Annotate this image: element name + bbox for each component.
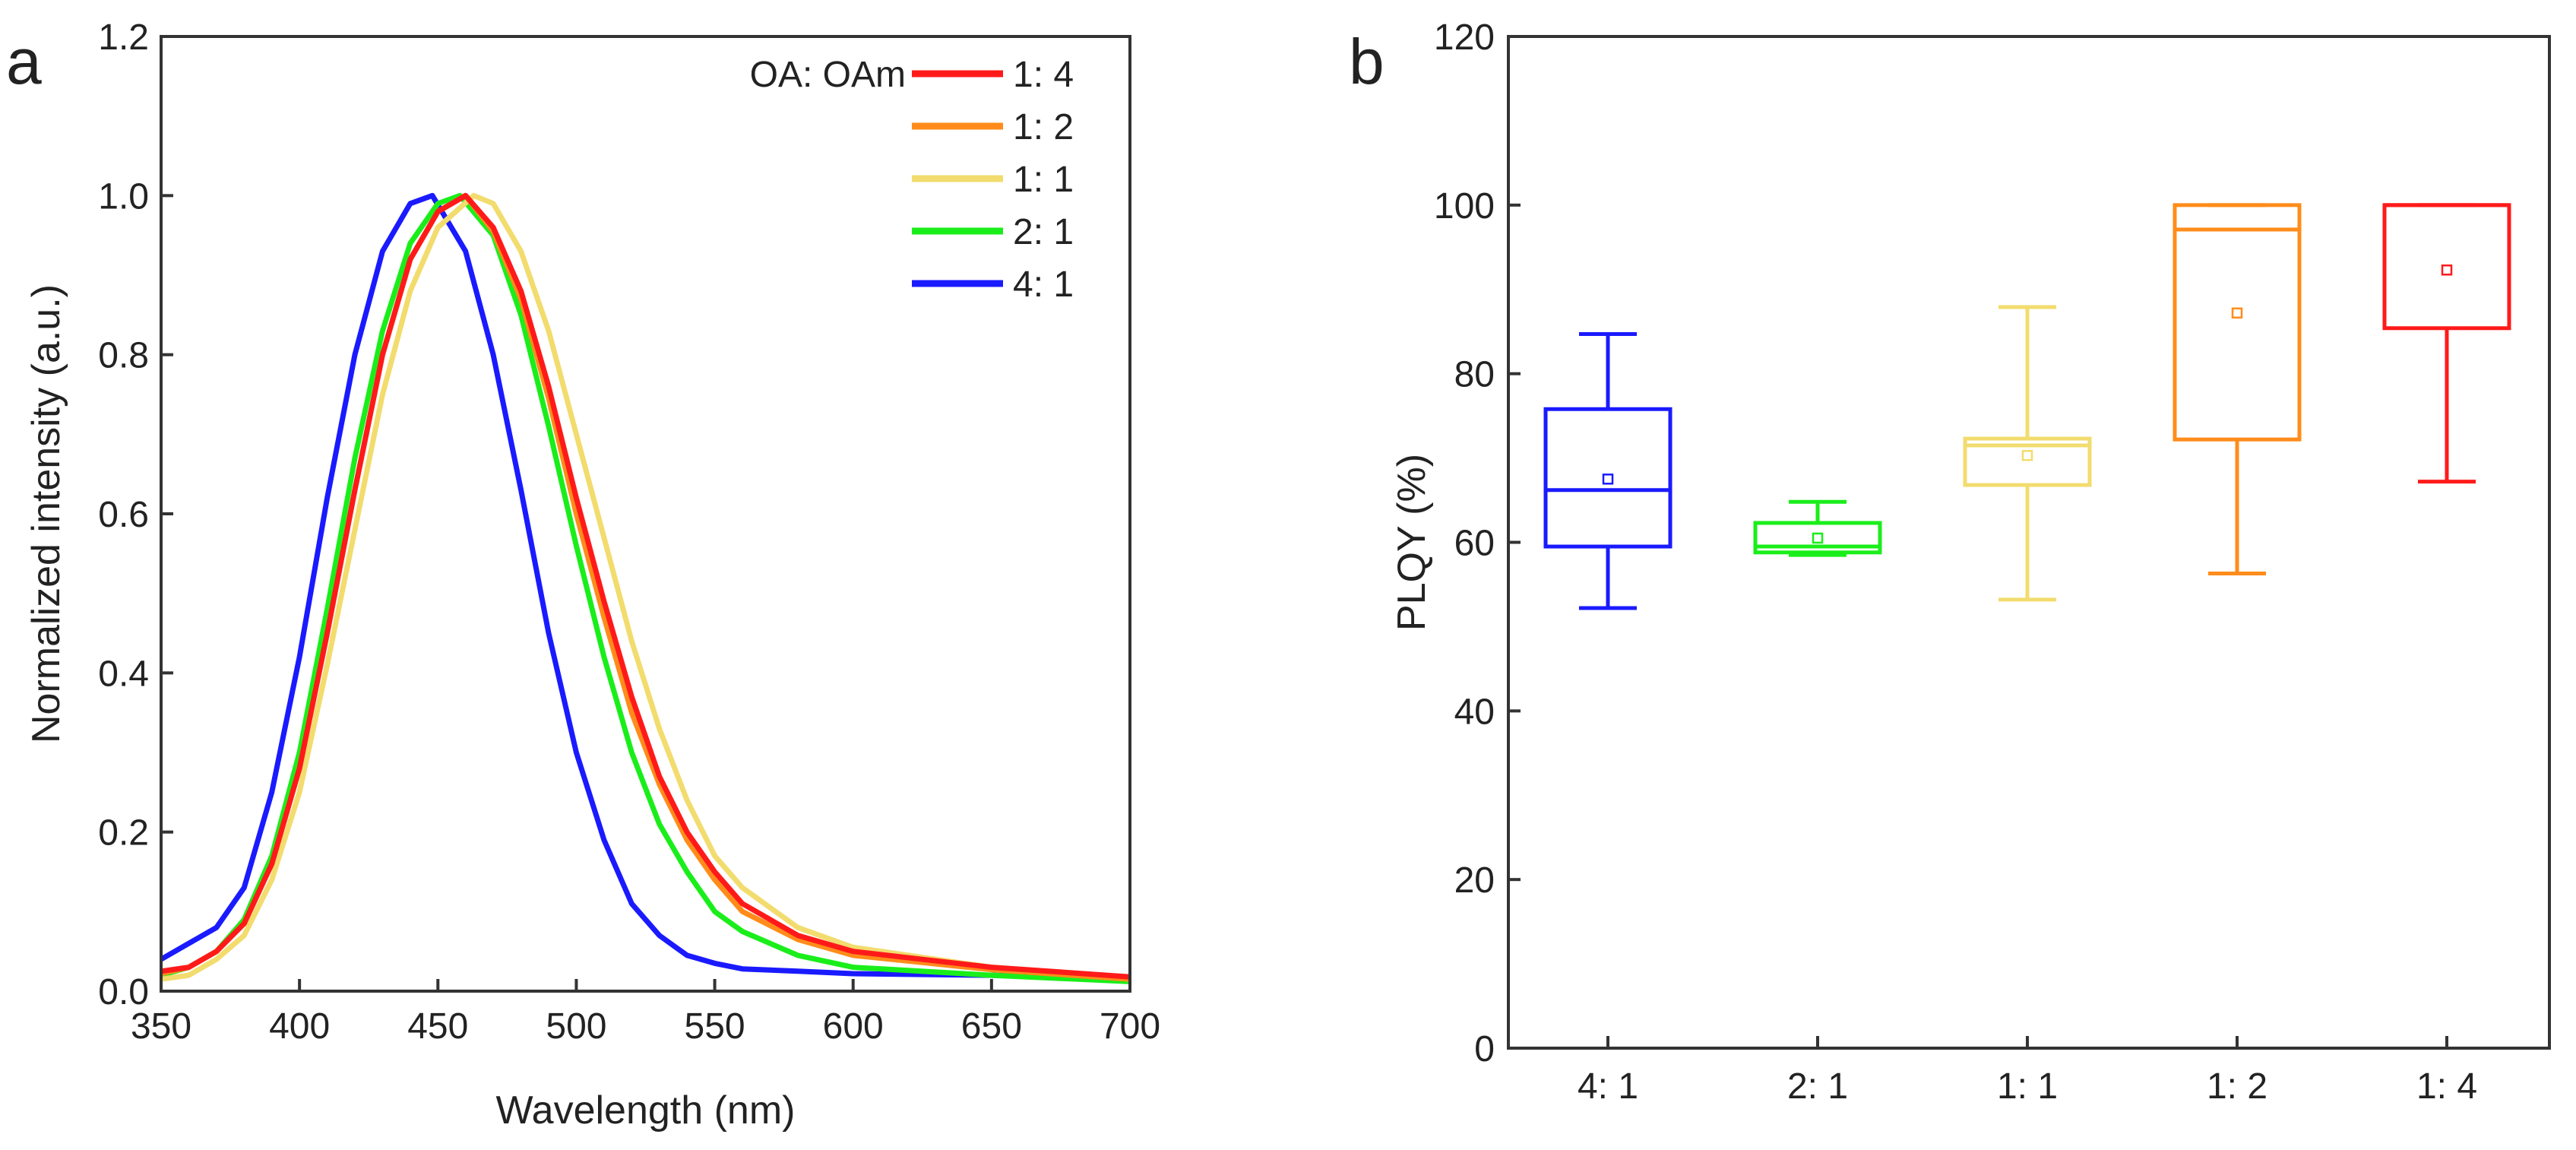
x-tick-label: 1: 4 [2416, 1066, 2477, 1107]
legend-label: 4: 1 [1013, 265, 1074, 305]
box-4 [2382, 203, 2511, 484]
x-tick-label: 400 [269, 1006, 330, 1047]
mean-marker [2231, 307, 2243, 319]
y-tick-label: 100 [1434, 186, 1495, 227]
y-axis-title: PLQY (%) [1390, 454, 1434, 631]
mean-marker [2021, 450, 2033, 461]
y-tick-label: 0.4 [98, 654, 149, 694]
x-tick-label: 350 [131, 1006, 191, 1047]
legend-label: 1: 2 [1013, 107, 1074, 147]
series-line-0 [160, 192, 1131, 980]
series-line-4 [160, 192, 1131, 982]
y-tick-label: 0.8 [98, 336, 149, 376]
x-tick-label: 500 [546, 1006, 606, 1047]
x-tick-label: 1: 2 [2207, 1066, 2267, 1107]
legend-title: OA: OAm [750, 55, 906, 95]
y-tick-label: 0.6 [98, 495, 149, 535]
box-2 [1963, 305, 2092, 602]
x-tick-label: 450 [407, 1006, 468, 1047]
x-tick-label: 1: 1 [1997, 1066, 2058, 1107]
y-tick-label: 1.0 [98, 176, 149, 217]
mean-marker [2441, 264, 2453, 276]
y-tick-label: 20 [1454, 860, 1495, 901]
iqr-box [1963, 436, 2092, 487]
iqr-box [2173, 203, 2302, 442]
legend-label: 1: 4 [1013, 55, 1074, 95]
y-tick-label: 0.2 [98, 813, 149, 854]
panel-label-b: b [1349, 26, 1385, 97]
x-tick-label: 600 [823, 1006, 884, 1047]
x-axis-title: Wavelength (nm) [496, 1088, 796, 1133]
legend-label: 2: 1 [1013, 212, 1074, 252]
box-0 [1543, 332, 1673, 610]
y-tick-label: 120 [1434, 17, 1495, 58]
mean-marker [1602, 474, 1614, 485]
y-tick-label: 1.2 [98, 17, 149, 58]
x-tick-label: 650 [961, 1006, 1022, 1047]
series-line-1 [160, 192, 1131, 982]
y-tick-label: 80 [1454, 355, 1495, 395]
series-line-2 [160, 192, 1131, 982]
spectra-plot: 350 400 450 500 550 600 650 700 0.0 0.2 0.4 0.6 0.8 1… [24, 17, 1160, 1133]
x-tick-label: 2: 1 [1787, 1066, 1848, 1107]
y-tick-label: 0 [1474, 1029, 1495, 1069]
box-3 [2173, 203, 2302, 576]
legend-label: 1: 1 [1013, 160, 1074, 200]
y-tick-label: 60 [1454, 524, 1495, 564]
x-tick-label: 700 [1100, 1006, 1160, 1047]
iqr-box [1753, 521, 1882, 555]
mean-marker [1812, 532, 1824, 544]
box-1 [1753, 499, 1882, 557]
series-line-3 [160, 192, 1131, 984]
y-axis-title: Normalized intensity (a.u.) [24, 284, 68, 743]
iqr-box [1543, 407, 1673, 549]
iqr-box [2382, 203, 2511, 331]
y-tick-label: 40 [1454, 692, 1495, 732]
y-tick-label: 0.0 [98, 972, 149, 1012]
x-tick-label: 4: 1 [1578, 1066, 1638, 1107]
x-tick-label: 550 [685, 1006, 745, 1047]
panel-label-a: a [6, 26, 42, 97]
plqy-boxplot: 0 20 40 60 80 100 120 4: 1 2: 1 1: 1 1: 2 1: 4 PLQY … [1390, 17, 2551, 1107]
